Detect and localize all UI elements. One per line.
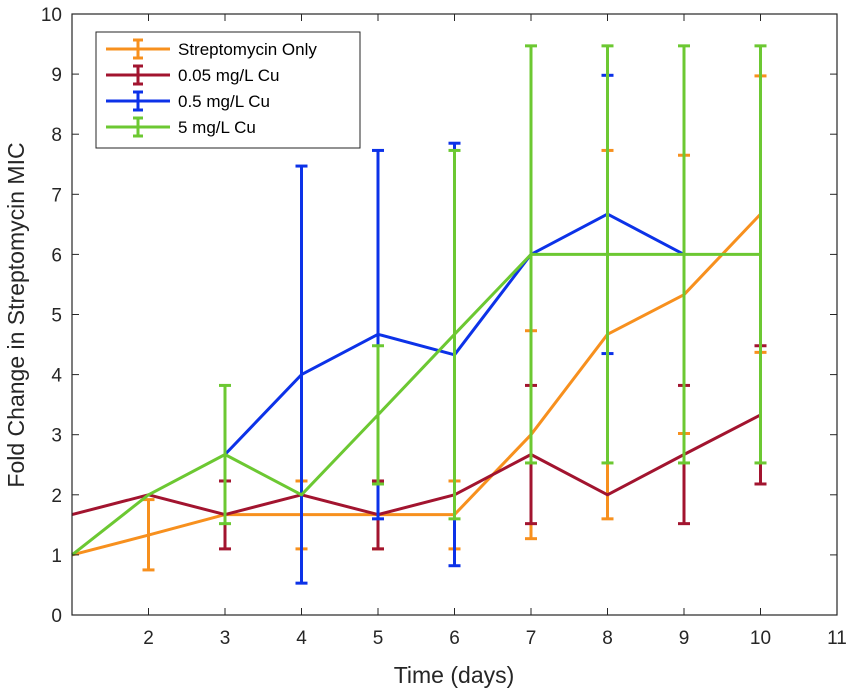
legend-item: [106, 116, 170, 138]
legend: Streptomycin Only 0.05 mg/L Cu 0.5 mg/L Cu…: [95, 31, 361, 149]
series-line: [71, 252, 761, 557]
series-layer: [71, 44, 767, 585]
y-tick-label: 5: [51, 306, 62, 327]
y-tick-label: 1: [51, 546, 62, 567]
y-tick-label: 8: [51, 125, 62, 146]
legend-label: 0.5 mg/L Cu: [178, 92, 270, 111]
x-tick-label: 6: [449, 628, 460, 649]
series-3: [71, 44, 767, 557]
legend-box: [95, 31, 361, 149]
y-axis-label: Fold Change in Streptomycin MIC: [3, 142, 29, 487]
x-tick-label: 4: [296, 628, 307, 649]
series-line: [71, 213, 762, 557]
y-tick-label: 9: [51, 65, 62, 86]
x-tick-label: 9: [679, 628, 690, 649]
legend-item: [106, 90, 170, 112]
x-tick-label: 3: [220, 628, 231, 649]
y-tick-label: 6: [51, 245, 62, 266]
x-tick-label: 8: [602, 628, 613, 649]
y-tick-label: 0: [51, 606, 62, 627]
legend-label: Streptomycin Only: [178, 40, 317, 59]
y-tick-label: 7: [51, 185, 62, 206]
x-axis-label: Time (days): [394, 662, 515, 688]
legend-item: [106, 38, 170, 60]
x-tick-label: 5: [373, 628, 384, 649]
y-tick-label: 4: [51, 366, 62, 387]
axes-layer: 0 1 2 3 4 5 6 7 8 9 10 2 3 4 5 6 7 8 9 10 11: [41, 5, 847, 649]
legend-item: [106, 64, 170, 86]
legend-label: 5 mg/L Cu: [178, 118, 256, 137]
series-line: [71, 413, 762, 517]
y-tick-label: 3: [51, 426, 62, 447]
y-tick-label: 2: [51, 486, 62, 507]
legend-label: 0.05 mg/L Cu: [178, 66, 279, 85]
y-tick-label: 10: [41, 5, 62, 26]
x-tick-label: 10: [750, 628, 771, 649]
x-tick-label: 2: [143, 628, 154, 649]
x-tick-label: 7: [526, 628, 537, 649]
x-tick-label: 11: [827, 628, 847, 649]
